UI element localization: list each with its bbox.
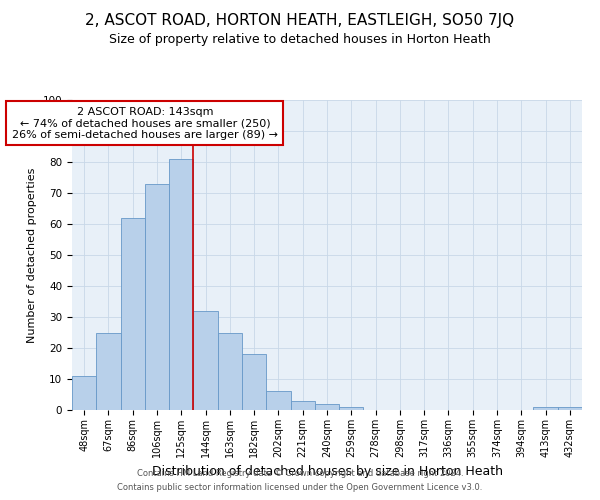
Bar [339, 407, 364, 410]
Text: Contains HM Land Registry data © Crown copyright and database right 2024.: Contains HM Land Registry data © Crown c… [137, 468, 463, 477]
X-axis label: Distribution of detached houses by size in Horton Heath: Distribution of detached houses by size … [151, 466, 503, 478]
Bar [193, 311, 218, 410]
Bar [218, 332, 242, 410]
Bar [145, 184, 169, 410]
Text: Size of property relative to detached houses in Horton Heath: Size of property relative to detached ho… [109, 32, 491, 46]
Bar [315, 404, 339, 410]
Y-axis label: Number of detached properties: Number of detached properties [27, 168, 37, 342]
Bar [533, 407, 558, 410]
Text: 2, ASCOT ROAD, HORTON HEATH, EASTLEIGH, SO50 7JQ: 2, ASCOT ROAD, HORTON HEATH, EASTLEIGH, … [85, 12, 515, 28]
Bar [121, 218, 145, 410]
Bar [169, 159, 193, 410]
Text: 2 ASCOT ROAD: 143sqm
← 74% of detached houses are smaller (250)
26% of semi-deta: 2 ASCOT ROAD: 143sqm ← 74% of detached h… [12, 106, 278, 140]
Bar [290, 400, 315, 410]
Text: Contains public sector information licensed under the Open Government Licence v3: Contains public sector information licen… [118, 484, 482, 492]
Bar [96, 332, 121, 410]
Bar [558, 407, 582, 410]
Bar [72, 376, 96, 410]
Bar [242, 354, 266, 410]
Bar [266, 392, 290, 410]
